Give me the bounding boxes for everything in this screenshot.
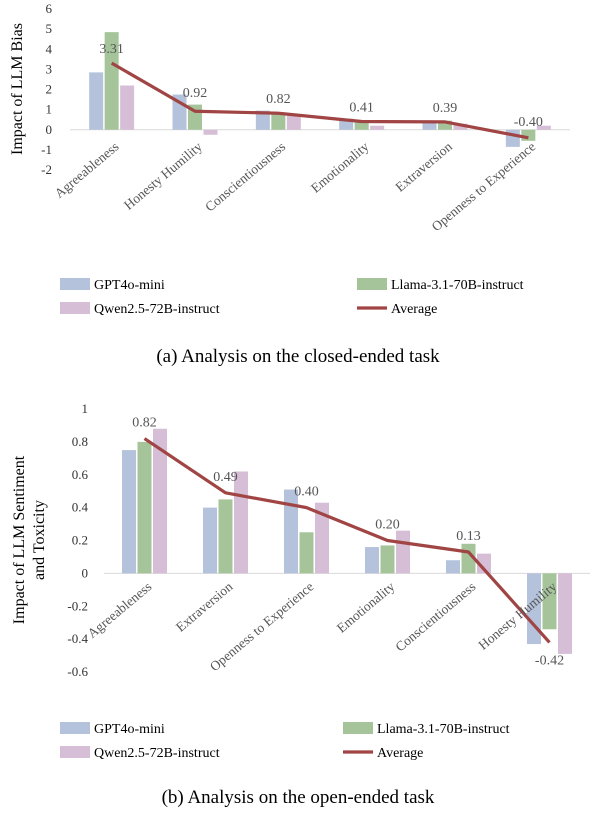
- bar-llama-3-1-70b-instruct: [218, 499, 233, 574]
- average-data-label: 0.49: [213, 470, 238, 485]
- y-axis-label: Impact of LLM Bias: [9, 23, 26, 155]
- bar-gpt4o-mini: [203, 507, 217, 574]
- bar-gpt4o-mini: [365, 547, 379, 574]
- bar-llama-3-1-70b-instruct: [438, 120, 452, 130]
- bar-gpt4o-mini: [422, 120, 437, 130]
- average-data-label: -0.40: [514, 115, 543, 130]
- closed-ended-chart: 6 5 4 3 2 1 0 -1 -2 3.31 0.92 0.82 0.41 0.39 -0.40 Agre…: [9, 1, 570, 317]
- category-label: Extraversion: [173, 579, 236, 635]
- category-label: Emotionality: [334, 579, 398, 636]
- y-tick-label: 0.4: [72, 500, 89, 515]
- average-data-label: 0.39: [433, 101, 458, 116]
- average-data-label: 0.20: [375, 518, 400, 533]
- bar-qwen2-5-72b-instruct: [286, 115, 301, 130]
- bar-gpt4o-mini: [284, 489, 298, 574]
- category-label: Agreeableness: [52, 139, 122, 201]
- legend-label: Llama-3.1-70B-instruct: [391, 278, 524, 293]
- legend-swatch: [60, 746, 90, 758]
- bar-llama-3-1-70b-instruct: [521, 129, 536, 141]
- bar-gpt4o-mini: [446, 560, 460, 574]
- y-tick-label: 0.6: [72, 467, 89, 482]
- legend-label: GPT4o-mini: [94, 722, 165, 737]
- bar-qwen2-5-72b-instruct: [396, 530, 410, 574]
- y-tick-label: 0.2: [72, 533, 88, 548]
- y-axis-label: and Toxicity: [31, 500, 48, 580]
- y-tick-label: 5: [46, 21, 53, 36]
- y-tick-label: 3: [46, 61, 53, 76]
- average-data-label: 0.13: [456, 529, 481, 544]
- y-tick-label: 2: [46, 82, 53, 97]
- average-data-label: 0.82: [132, 416, 157, 431]
- caption-closed-ended: (a) Analysis on the closed-ended task: [156, 346, 440, 367]
- caption-open-ended: (b) Analysis on the open-ended task: [161, 787, 435, 808]
- bar-llama-3-1-70b-instruct: [271, 112, 286, 130]
- average-data-label: 0.82: [266, 92, 291, 107]
- legend-swatch: [60, 302, 90, 314]
- average-data-label: 3.31: [99, 42, 124, 57]
- category-label: Honesty Humility: [121, 139, 205, 213]
- bar-qwen2-5-72b-instruct: [120, 85, 135, 130]
- bar-llama-3-1-70b-instruct: [542, 573, 557, 630]
- bar-qwen2-5-72b-instruct: [315, 502, 329, 574]
- legend-swatch: [357, 278, 387, 290]
- legend-label: Qwen2.5-72B-instruct: [94, 302, 220, 317]
- bar-qwen2-5-72b-instruct: [370, 125, 385, 130]
- bar-gpt4o-mini: [527, 573, 541, 645]
- bar-llama-3-1-70b-instruct: [137, 441, 152, 574]
- y-tick-label: -0.4: [67, 631, 88, 646]
- bar-gpt4o-mini: [339, 118, 354, 130]
- legend-label: Average: [377, 746, 423, 761]
- bar-llama-3-1-70b-instruct: [299, 532, 314, 574]
- bar-qwen2-5-72b-instruct: [203, 129, 218, 135]
- y-tick-label: 0.8: [72, 434, 88, 449]
- bar-gpt4o-mini: [255, 110, 270, 130]
- bar-gpt4o-mini: [89, 72, 104, 130]
- y-tick-label: -1: [41, 142, 52, 157]
- bar-llama-3-1-70b-instruct: [380, 545, 395, 574]
- legend-label: Qwen2.5-72B-instruct: [94, 746, 220, 761]
- legend-label: Llama-3.1-70B-instruct: [377, 722, 510, 737]
- legend-swatch: [60, 278, 90, 290]
- bar-qwen2-5-72b-instruct: [477, 553, 491, 574]
- bar-qwen2-5-72b-instruct: [153, 428, 167, 574]
- category-label: Extraversion: [392, 139, 455, 195]
- average-data-label: 0.40: [294, 485, 319, 500]
- y-tick-label: 1: [46, 102, 53, 117]
- category-label: Conscientiousness: [392, 579, 478, 655]
- y-tick-label: -2: [41, 162, 52, 177]
- y-tick-label: -0.6: [67, 664, 88, 679]
- legend-swatch: [343, 722, 373, 734]
- y-axis-label: Impact of LLM Sentiment: [11, 455, 28, 624]
- category-label: Emotionality: [308, 139, 372, 196]
- legend-swatch: [60, 722, 90, 734]
- y-tick-label: 0: [46, 122, 53, 137]
- open-ended-chart: 10.80.60.40.20-0.2-0.4-0.60.820.490.400.…: [11, 401, 590, 761]
- average-line: [110, 61, 529, 140]
- category-label: Agreeableness: [84, 579, 154, 641]
- bar-qwen2-5-72b-instruct: [558, 573, 572, 654]
- legend-label: Average: [391, 302, 437, 317]
- y-tick-label: -0.2: [67, 598, 88, 613]
- bar-qwen2-5-72b-instruct: [536, 125, 551, 130]
- average-line: [143, 437, 551, 644]
- y-tick-label: 0: [82, 565, 89, 580]
- y-tick-label: 1: [82, 401, 89, 416]
- bar-qwen2-5-72b-instruct: [453, 123, 468, 130]
- average-data-label: -0.42: [535, 653, 564, 668]
- legend-label: GPT4o-mini: [94, 278, 165, 293]
- y-tick-label: 4: [46, 41, 53, 56]
- bar-gpt4o-mini: [122, 450, 136, 574]
- bar-llama-3-1-70b-instruct: [104, 32, 119, 130]
- y-tick-label: 6: [46, 1, 53, 16]
- average-data-label: 0.92: [183, 86, 208, 101]
- bar-qwen2-5-72b-instruct: [234, 471, 248, 574]
- average-data-label: 0.41: [349, 100, 374, 115]
- bar-llama-3-1-70b-instruct: [354, 120, 369, 130]
- category-label: Conscientiousness: [202, 139, 288, 215]
